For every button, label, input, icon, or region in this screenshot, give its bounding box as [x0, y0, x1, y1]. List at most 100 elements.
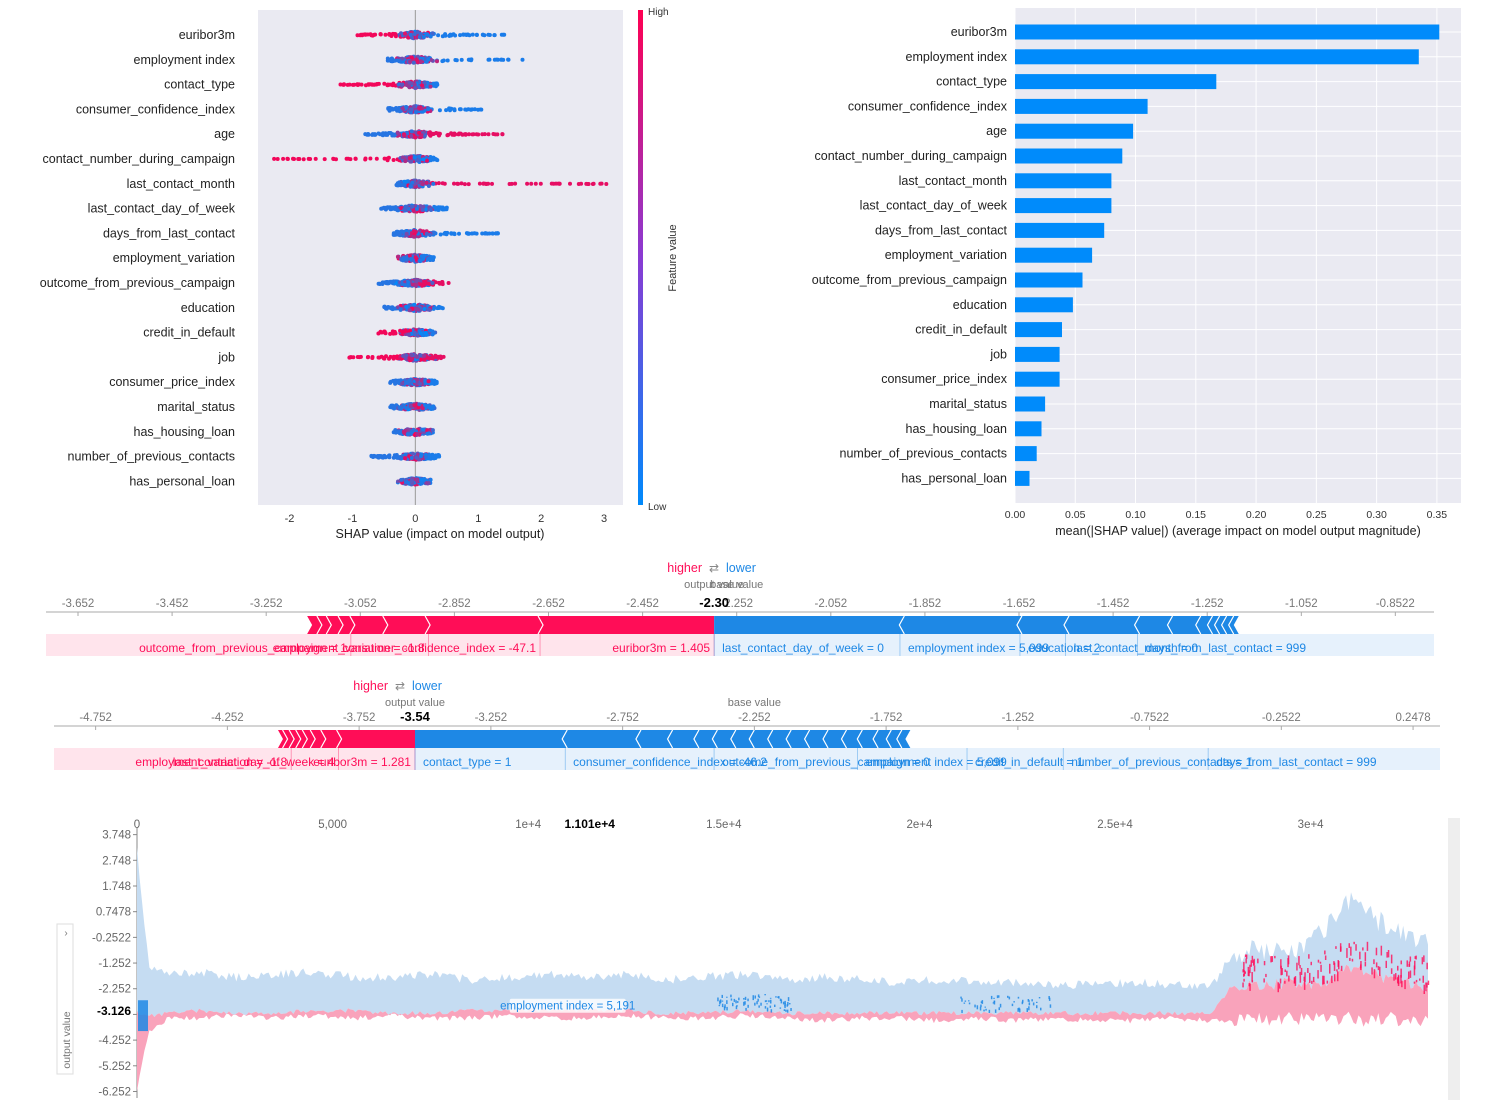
beeswarm-point [430, 31, 435, 36]
beeswarm-point [394, 183, 399, 187]
negative-segment-chevron [856, 729, 863, 749]
stacked-positive-speck [1300, 967, 1303, 975]
beeswarm-point [419, 32, 424, 37]
negative-segment-chevron [785, 729, 792, 749]
beeswarm-point [428, 156, 433, 161]
stacked-negative-speck [961, 1009, 963, 1014]
beeswarm-point [500, 132, 505, 137]
beeswarm-point [381, 131, 386, 136]
beeswarm-point [474, 231, 479, 236]
beeswarm-point [285, 156, 290, 161]
beeswarm-x-tick: 3 [601, 513, 607, 525]
stacked-positive-speck [1293, 977, 1296, 984]
beeswarm-point [408, 328, 412, 333]
beeswarm-point [406, 84, 411, 89]
positive-segment-chevron [320, 729, 327, 749]
beeswarm-point [374, 454, 379, 459]
beeswarm-point [421, 35, 426, 39]
stacked-negative-speck [1017, 996, 1020, 999]
importance-category-label: age [986, 124, 1007, 138]
beeswarm-point [421, 204, 426, 209]
lower-label: lower [412, 679, 442, 693]
beeswarm-point [457, 231, 461, 236]
beeswarm-row [355, 29, 507, 41]
stacked-positive-speck [1377, 966, 1380, 971]
beeswarm-point [308, 157, 313, 161]
importance-x-axis-label: mean(|SHAP value|) (average impact on mo… [1055, 524, 1421, 538]
importance-category-label: consumer_confidence_index [848, 99, 1008, 113]
positive-segment-chevron [349, 615, 356, 635]
stacked-negative-speck [754, 995, 756, 999]
negative-segment-chevron [1016, 615, 1023, 635]
stacked-negative-speck [1036, 1005, 1038, 1009]
stacked-positive-speck [1423, 984, 1425, 994]
negative-segment-chevron [872, 729, 879, 749]
stacked-negative-speck [779, 998, 782, 1001]
positive-segment-chevron [337, 615, 344, 635]
importance-bar [1015, 322, 1062, 338]
stacked-negative-speck [757, 994, 760, 997]
negative-segment-chevron [767, 729, 774, 749]
beeswarm-point [414, 207, 419, 211]
beeswarm-point [409, 159, 414, 164]
force-axis-tick: -1.252 [1002, 712, 1035, 724]
beeswarm-point [466, 182, 471, 187]
negative-segment-chevron [635, 729, 642, 749]
beeswarm-point [386, 454, 391, 459]
beeswarm-point [442, 181, 447, 186]
beeswarm-point [469, 57, 474, 62]
beeswarm-point [400, 282, 405, 287]
colorbar-title: Feature value [667, 224, 679, 291]
stacked-positive-speck [1413, 981, 1416, 984]
beeswarm-point [401, 106, 406, 111]
scroll-strip[interactable] [1448, 818, 1460, 1100]
beeswarm-point [424, 481, 429, 485]
beeswarm-point [379, 206, 384, 211]
expand-chevron-icon[interactable]: › [64, 928, 67, 939]
stacked-positive-speck [1303, 980, 1306, 990]
negative-segment-chevron [1063, 615, 1070, 635]
stacked-positive-speck [1380, 945, 1383, 956]
negative-segment-chevron [1133, 615, 1141, 635]
stacked-negative-speck [979, 1006, 982, 1011]
stacked-positive-speck [1331, 975, 1333, 984]
stacked-positive-speck [1393, 974, 1395, 981]
stacked-negative-speck [736, 1005, 738, 1007]
positive-feature-label: employment_variation = -1.8 [135, 755, 287, 769]
stacked-positive-speck [1284, 980, 1286, 984]
beeswarm-row [388, 401, 437, 412]
beeswarm-point [424, 180, 429, 185]
beeswarm-point [363, 156, 368, 161]
beeswarm-point [383, 32, 388, 37]
force-axis-tick: -0.8522 [1376, 598, 1415, 610]
beeswarm-point [404, 105, 409, 109]
stacked-negative-speck [754, 1002, 756, 1006]
importance-bar [1015, 148, 1123, 164]
beeswarm-point [368, 156, 373, 161]
beeswarm-point [301, 157, 306, 162]
importance-svg: euribor3m employment index contact_typecon… [812, 8, 1461, 538]
stacked-positive-speck [1379, 966, 1381, 976]
beeswarm-point [411, 427, 416, 432]
stacked-negative-speck [1019, 1008, 1021, 1013]
positive-segment-chevron [336, 729, 343, 749]
beeswarm-point [410, 204, 415, 209]
stacked-negative-speck [1013, 1001, 1015, 1003]
beeswarm-row [386, 104, 484, 115]
force-axis-tick: -3.652 [62, 598, 95, 610]
beeswarm-point [412, 302, 417, 307]
beeswarm-point [422, 307, 427, 311]
beeswarm-point [393, 34, 398, 39]
beeswarm-point [428, 34, 433, 39]
stacked-negative-speck [968, 1000, 970, 1002]
stacked-negative-speck [770, 1009, 773, 1013]
beeswarm-point [421, 157, 426, 162]
beeswarm-point [384, 354, 388, 359]
stacked-negative-speck [752, 995, 754, 997]
beeswarm-point [454, 58, 459, 63]
beeswarm-point [407, 308, 412, 313]
beeswarm-point [413, 255, 418, 260]
stacked-positive-speck [1337, 971, 1339, 982]
beeswarm-point [366, 355, 371, 359]
beeswarm-point [396, 131, 400, 136]
